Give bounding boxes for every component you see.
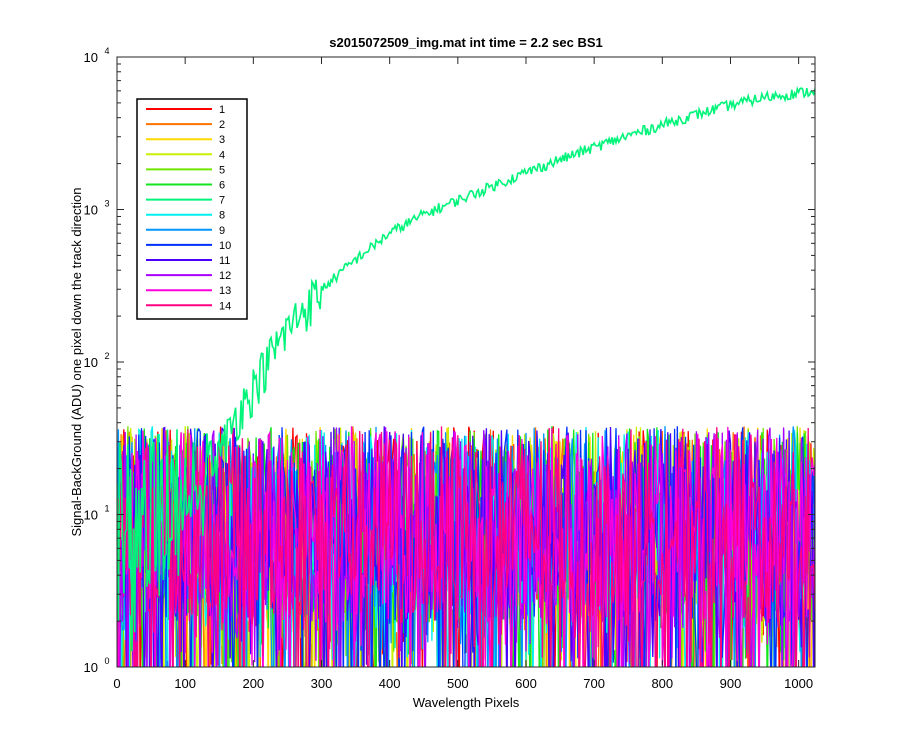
y-tick-exponent: 4 — [104, 46, 109, 56]
x-tick-label: 500 — [447, 676, 469, 691]
y-tick-label: 10 — [84, 508, 98, 523]
legend-label-13: 13 — [219, 285, 231, 297]
legend-label-9: 9 — [219, 225, 225, 237]
x-tick-label: 700 — [583, 676, 605, 691]
x-tick-label: 1000 — [784, 676, 813, 691]
series-14-line — [117, 426, 815, 667]
legend-label-1: 1 — [219, 104, 225, 116]
y-tick-exponent: 2 — [104, 351, 109, 361]
x-tick-label: 0 — [113, 676, 120, 691]
y-tick-label: 10 — [84, 203, 98, 218]
y-tick-label: 10 — [84, 355, 98, 370]
y-tick-label: 10 — [84, 50, 98, 65]
legend-label-4: 4 — [219, 149, 225, 161]
x-tick-label: 400 — [379, 676, 401, 691]
y-axis: 10 0 10 1 10 2 10 3 10 4 — [84, 46, 815, 675]
legend-label-7: 7 — [219, 195, 225, 207]
x-tick-label: 200 — [242, 676, 264, 691]
data-series-layer — [117, 86, 815, 667]
legend-label-2: 2 — [219, 119, 225, 131]
legend-box — [136, 98, 248, 320]
legend-label-11: 11 — [219, 255, 230, 267]
x-tick-label: 900 — [720, 676, 742, 691]
series-7-line — [117, 86, 815, 652]
legend-label-5: 5 — [219, 164, 225, 176]
legend-label-14: 14 — [219, 300, 231, 312]
y-tick-exponent: 3 — [104, 199, 109, 209]
legend-label-6: 6 — [219, 180, 225, 192]
y-tick-exponent: 0 — [104, 656, 109, 666]
y-tick-exponent: 1 — [104, 504, 109, 514]
series-13-line — [117, 426, 815, 667]
x-tick-label: 600 — [515, 676, 537, 691]
y-tick-label: 10 — [84, 660, 98, 675]
legend-label-8: 8 — [219, 210, 225, 222]
legend-label-12: 12 — [219, 270, 231, 282]
x-tick-label: 100 — [174, 676, 196, 691]
x-axis-label: Wavelength Pixels — [413, 695, 520, 710]
y-axis-label: Signal-BackGround (ADU) one pixel down t… — [69, 187, 84, 536]
x-tick-label: 300 — [311, 676, 333, 691]
chart-title: s2015072509_img.mat int time = 2.2 sec B… — [329, 35, 603, 50]
legend-label-10: 10 — [219, 240, 231, 252]
legend-label-3: 3 — [219, 134, 225, 146]
x-axis: 0 100 200 300 400 500 600 700 800 900 1000 — [113, 57, 813, 691]
x-tick-label: 800 — [651, 676, 673, 691]
